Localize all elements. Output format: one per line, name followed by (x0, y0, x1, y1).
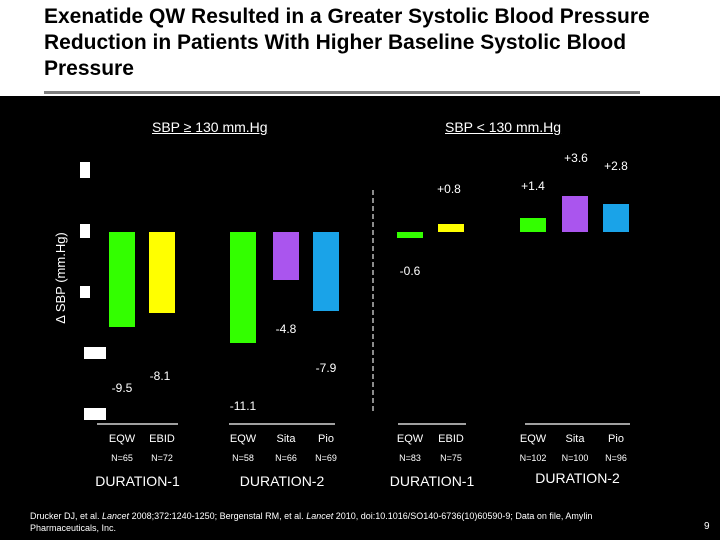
category-label: EQW (520, 433, 547, 445)
citation-text: 2010, doi:10.1016/SO140-6736(10)60590-9;… (30, 511, 593, 533)
study-label: DURATION-2 (535, 470, 620, 486)
n-label: N=102 (520, 453, 547, 463)
page-number: 9 (704, 521, 710, 532)
header-sbp-high: SBP ≥ 130 mm.Hg (152, 119, 268, 135)
citation-text: 2008;372:1240-1250; Bergenstal RM, et al… (129, 511, 307, 521)
category-label: EBID (149, 433, 175, 445)
category-label: EQW (397, 433, 424, 445)
title-banner: Exenatide QW Resulted in a Greater Systo… (0, 0, 720, 96)
data-label: +2.8 (604, 159, 628, 173)
category-label: Pio (608, 433, 624, 445)
y-axis-tick (84, 347, 106, 359)
study-label: DURATION-1 (95, 473, 180, 489)
bar (562, 196, 588, 232)
slide-title: Exenatide QW Resulted in a Greater Systo… (44, 5, 650, 80)
n-label: N=75 (440, 453, 462, 463)
bar (520, 218, 546, 232)
y-axis-label: Δ SBP (mm.Hg) (53, 232, 68, 324)
n-label: N=96 (605, 453, 627, 463)
citation-journal: Lancet (306, 511, 334, 521)
category-label: EQW (230, 433, 257, 445)
category-label: Sita (277, 433, 297, 445)
n-label: N=66 (275, 453, 297, 463)
data-label: -11.1 (230, 399, 257, 413)
data-label: +3.6 (564, 151, 588, 165)
bar (230, 232, 256, 343)
data-label: +1.4 (521, 179, 545, 193)
data-label: -7.9 (316, 361, 337, 375)
n-label: N=65 (111, 453, 133, 463)
title-underline (44, 91, 640, 94)
citation-journal: Lancet (102, 511, 130, 521)
bar (109, 232, 135, 327)
category-label: Sita (566, 433, 586, 445)
n-label: N=69 (315, 453, 337, 463)
category-label: EQW (109, 433, 136, 445)
data-label: -4.8 (276, 322, 297, 336)
bar (397, 232, 423, 238)
bar (438, 224, 464, 232)
data-label: -8.1 (150, 369, 171, 383)
data-label: +0.8 (437, 182, 461, 196)
study-label: DURATION-1 (390, 473, 475, 489)
header-sbp-low: SBP < 130 mm.Hg (445, 119, 562, 135)
bar (149, 232, 175, 313)
study-label: DURATION-2 (240, 473, 325, 489)
n-label: N=100 (562, 453, 589, 463)
y-axis-tick (80, 224, 90, 238)
bar (273, 232, 299, 280)
n-label: N=72 (151, 453, 173, 463)
data-label: -0.6 (400, 264, 421, 278)
n-label: N=83 (399, 453, 421, 463)
citation-text: Drucker DJ, et al. (30, 511, 103, 521)
category-label: EBID (438, 433, 464, 445)
data-label: -9.5 (112, 381, 133, 395)
y-axis-tick (84, 408, 106, 420)
bar (313, 232, 339, 311)
category-label: Pio (318, 433, 334, 445)
y-axis-tick (80, 162, 90, 178)
y-axis-tick (80, 286, 90, 298)
n-label: N=58 (232, 453, 254, 463)
footer-citation: Drucker DJ, et al. Lancet 2008;372:1240-… (30, 510, 630, 534)
bar (603, 204, 629, 232)
